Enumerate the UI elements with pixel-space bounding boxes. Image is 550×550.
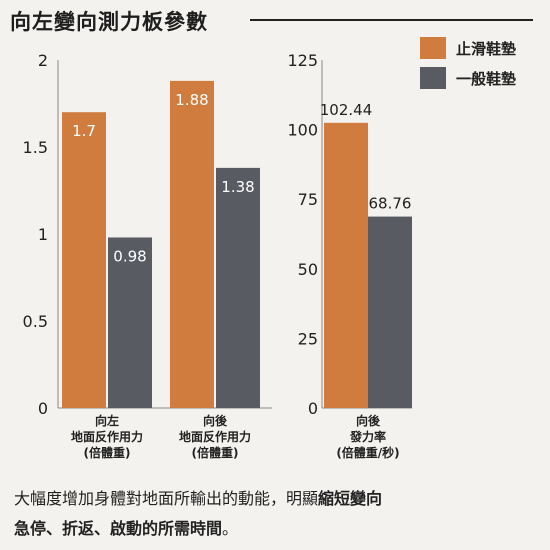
x-tick-label: 向後 — [356, 413, 381, 428]
bar — [216, 167, 260, 408]
y-tick-label: 1.5 — [23, 138, 48, 157]
bar — [368, 216, 412, 408]
x-tick-label: 向後 — [203, 413, 228, 428]
x-tick-label: 地面反作用力 — [71, 429, 143, 444]
data-label: 0.98 — [113, 247, 146, 265]
data-label: 68.76 — [369, 195, 412, 213]
data-label: 1.38 — [221, 178, 254, 196]
y-tick-label: 1 — [38, 225, 48, 244]
caption-text-1: 大幅度增加身體對地面所輸出的動能，明顯 — [14, 489, 319, 508]
x-tick-label: (倍體重) — [84, 445, 131, 460]
legend-label-normal: 一般鞋墊 — [456, 69, 517, 88]
legend-item-slip: 止滑鞋墊 — [420, 33, 516, 63]
y-tick-label: 25 — [298, 329, 318, 348]
legend-label-slip: 止滑鞋墊 — [456, 39, 517, 58]
bar — [324, 122, 368, 408]
title-rule — [250, 19, 533, 21]
y-tick-label: 0 — [308, 399, 318, 418]
legend-item-normal: 一般鞋墊 — [420, 63, 516, 93]
x-tick-label: 向左 — [95, 413, 119, 428]
bar — [170, 80, 214, 408]
data-label: 1.7 — [72, 122, 96, 140]
data-label: 1.88 — [175, 91, 208, 109]
bar-chart: 00.511.521.70.98向左地面反作用力(倍體重)1.881.38向後地… — [23, 51, 412, 460]
x-tick-label: 地面反作用力 — [179, 429, 251, 444]
y-tick-label: 0.5 — [23, 312, 48, 331]
y-tick-label: 2 — [38, 51, 48, 70]
x-tick-label: (倍體重/秒) — [336, 445, 399, 460]
y-tick-label: 125 — [287, 51, 318, 70]
y-tick-label: 100 — [287, 121, 318, 140]
data-label: 102.44 — [320, 101, 373, 119]
caption-bold-1: 縮短變向 — [318, 489, 383, 508]
y-tick-label: 75 — [298, 190, 318, 209]
legend: 止滑鞋墊 一般鞋墊 — [420, 33, 516, 93]
legend-swatch-slip — [420, 37, 446, 59]
bar — [108, 237, 152, 408]
caption: 大幅度增加身體對地面所輸出的動能，明顯縮短變向 急停、折返、啟動的所需時間。 — [14, 484, 544, 544]
x-tick-label: (倍體重) — [192, 445, 239, 460]
caption-text-2: 。 — [222, 519, 239, 538]
x-tick-label: 發力率 — [349, 429, 386, 444]
y-tick-label: 0 — [38, 399, 48, 418]
legend-swatch-normal — [420, 67, 446, 89]
bar — [62, 112, 106, 408]
caption-bold-2: 急停、折返、啟動的所需時間 — [14, 519, 223, 538]
y-tick-label: 50 — [298, 260, 318, 279]
chart-title: 向左變向測力板參數 — [10, 10, 208, 34]
